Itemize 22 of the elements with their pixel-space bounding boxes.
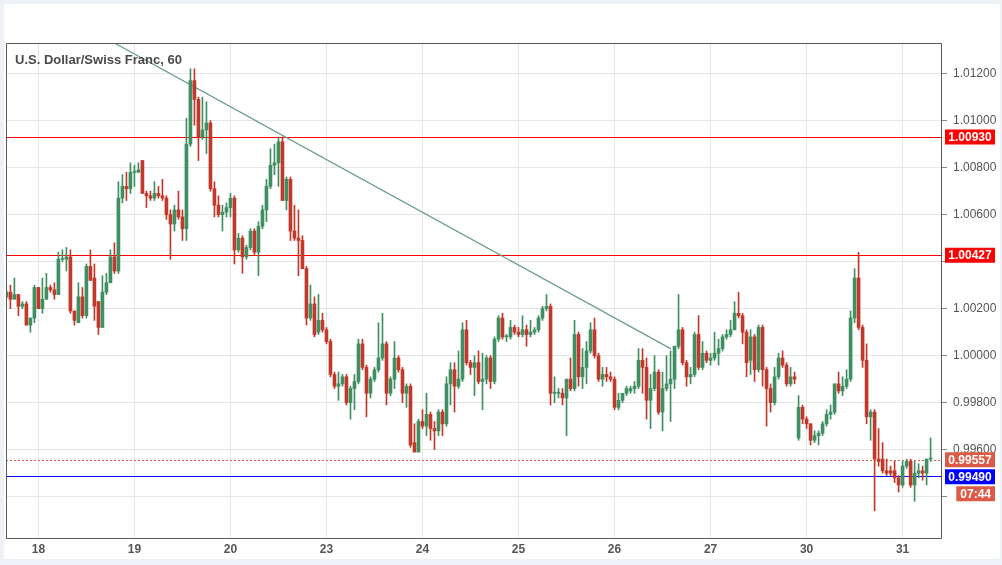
- ref-line-label: 0.99490: [948, 469, 993, 484]
- x-tick-label: 31: [895, 541, 910, 556]
- y-tick-label: 1.00800: [953, 159, 997, 174]
- y-tick-label: 0.99800: [953, 394, 997, 409]
- y-tick-label: 1.00200: [953, 300, 997, 315]
- x-tick-label: 20: [223, 541, 238, 556]
- y-tick-label: 1.01000: [953, 112, 997, 127]
- x-tick-label: 26: [607, 541, 622, 556]
- x-tick-label: 23: [319, 541, 334, 556]
- y-tick-label: 1.00600: [953, 206, 997, 221]
- text: 07:44: [960, 486, 992, 501]
- y-tick-label: 1.00000: [953, 347, 997, 362]
- x-tick-label: 24: [415, 541, 430, 556]
- x-tick-label: 25: [511, 541, 526, 556]
- x-tick-label: 18: [31, 541, 46, 556]
- x-tick-label: 19: [127, 541, 142, 556]
- y-tick-label: 1.01200: [953, 65, 997, 80]
- ref-line-label: 0.99557: [948, 452, 993, 467]
- ref-line-label: 1.00930: [948, 129, 993, 144]
- ref-line-label: 1.00427: [948, 248, 993, 263]
- x-tick-label: 30: [799, 541, 814, 556]
- x-tick-label: 27: [703, 541, 718, 556]
